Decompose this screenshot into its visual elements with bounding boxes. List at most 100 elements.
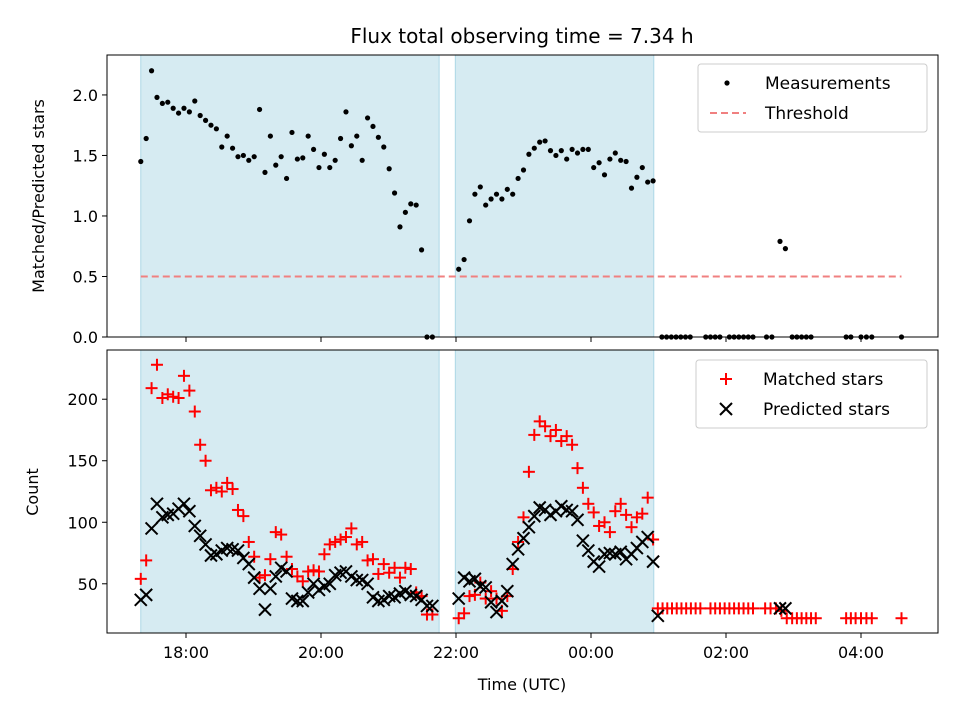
matched-star-point [609, 505, 622, 518]
matched-star-point [307, 564, 320, 577]
predicted-star-point [511, 542, 525, 557]
measurement-point [364, 115, 371, 121]
predicted-star-point [188, 519, 202, 533]
matched-star-point [587, 506, 600, 519]
matched-star-point [694, 602, 707, 615]
matched-star-point [549, 423, 562, 436]
matched-star-point [258, 569, 271, 582]
measurement-point [143, 135, 149, 142]
matched-star-point [582, 497, 595, 510]
predicted-star-point [420, 599, 434, 613]
matched-star-point [140, 554, 153, 567]
matched-star-point [571, 462, 584, 475]
predicted-star-point [495, 594, 509, 608]
measurement-point [348, 143, 354, 149]
measurement-point [327, 164, 333, 171]
measurement-point [283, 175, 290, 182]
matched-star-point [361, 554, 374, 567]
matched-star-point [312, 565, 325, 578]
matched-star-point [318, 548, 331, 561]
matched-star-point [231, 503, 244, 516]
measurement-point [634, 174, 640, 180]
predicted-star-point [489, 605, 504, 619]
matched-star-point [603, 526, 616, 539]
measurement-point [321, 151, 327, 157]
matched-star-point [463, 590, 476, 603]
top-panel-frame [106, 54, 939, 338]
top-y-tick-label: 1.5 [73, 146, 98, 165]
measurement-point [510, 191, 516, 197]
matched-star-point [237, 510, 250, 523]
measurement-point [418, 247, 425, 253]
measurement-point [782, 246, 789, 252]
matched-star-point [388, 561, 401, 574]
matched-star-point [302, 565, 315, 578]
predicted-star-point [231, 543, 245, 558]
legend-predicted-marker [719, 402, 733, 416]
matched-star-point [183, 384, 196, 397]
matched-star-point [625, 521, 638, 534]
measurement-point [526, 151, 532, 157]
measurement-point [192, 98, 198, 104]
matched-star-point [809, 612, 822, 625]
measurement-point [170, 105, 176, 111]
bottom-y-tick-label: 200 [67, 390, 98, 409]
measurement-point [515, 175, 521, 182]
measurement-point [229, 145, 236, 151]
measurement-point [777, 238, 783, 244]
measurement-point [650, 178, 656, 184]
matched-star-point [339, 531, 352, 544]
matched-star-point [544, 430, 557, 443]
predicted-star-point [279, 564, 294, 579]
measurement-point [564, 156, 570, 162]
matched-star-point [167, 390, 180, 403]
predicted-star-point [290, 594, 305, 608]
legend-predicted-label: Predicted stars [763, 400, 890, 420]
matched-star-point [377, 558, 390, 571]
predicted-star-point [150, 497, 164, 511]
top-y-tick-label: 0.5 [73, 267, 98, 286]
measurement-point [181, 105, 187, 111]
matched-star-point [275, 528, 288, 541]
bottom-y-axis-label: Count [23, 468, 42, 516]
matched-star-point [226, 483, 239, 496]
matched-star-point [372, 567, 385, 580]
measurement-point [343, 109, 349, 115]
matched-star-point [747, 602, 759, 615]
measurement-point [305, 133, 311, 139]
measurement-point [466, 218, 473, 224]
measurement-point [316, 164, 322, 171]
measurement-point [354, 133, 360, 139]
predicted-star-point [576, 534, 590, 548]
matched-star-point [560, 430, 573, 443]
measurement-point [402, 209, 408, 215]
measurement-point [235, 154, 241, 160]
top-panel-marks [138, 68, 905, 340]
matched-star-point [172, 391, 185, 404]
matched-star-point [356, 535, 369, 548]
measurement-point [165, 99, 171, 105]
x-tick-label: 00:00 [568, 643, 614, 662]
matched-star-point [539, 420, 552, 433]
matched-star-point [614, 497, 627, 510]
predicted-star-point [592, 559, 606, 574]
matched-star-point [248, 550, 261, 563]
measurement-point [483, 202, 489, 208]
measurement-point [310, 146, 317, 153]
measurement-point [278, 154, 284, 160]
predicted-star-point [269, 569, 283, 584]
top-panel-shading [140, 54, 655, 338]
predicted-star-point [778, 601, 793, 616]
bottom-y-tick-label: 100 [67, 513, 98, 532]
matched-star-point [566, 438, 579, 451]
predicted-star-point [478, 580, 493, 595]
matched-star-point [350, 538, 363, 551]
measurement-point [224, 133, 230, 139]
measurement-point [499, 196, 505, 202]
matched-star-point [150, 358, 163, 371]
measurement-point [370, 123, 376, 130]
measurement-point [639, 164, 645, 171]
matched-star-point [161, 388, 174, 401]
predicted-star-point [646, 554, 660, 569]
matched-star-point [199, 454, 212, 467]
